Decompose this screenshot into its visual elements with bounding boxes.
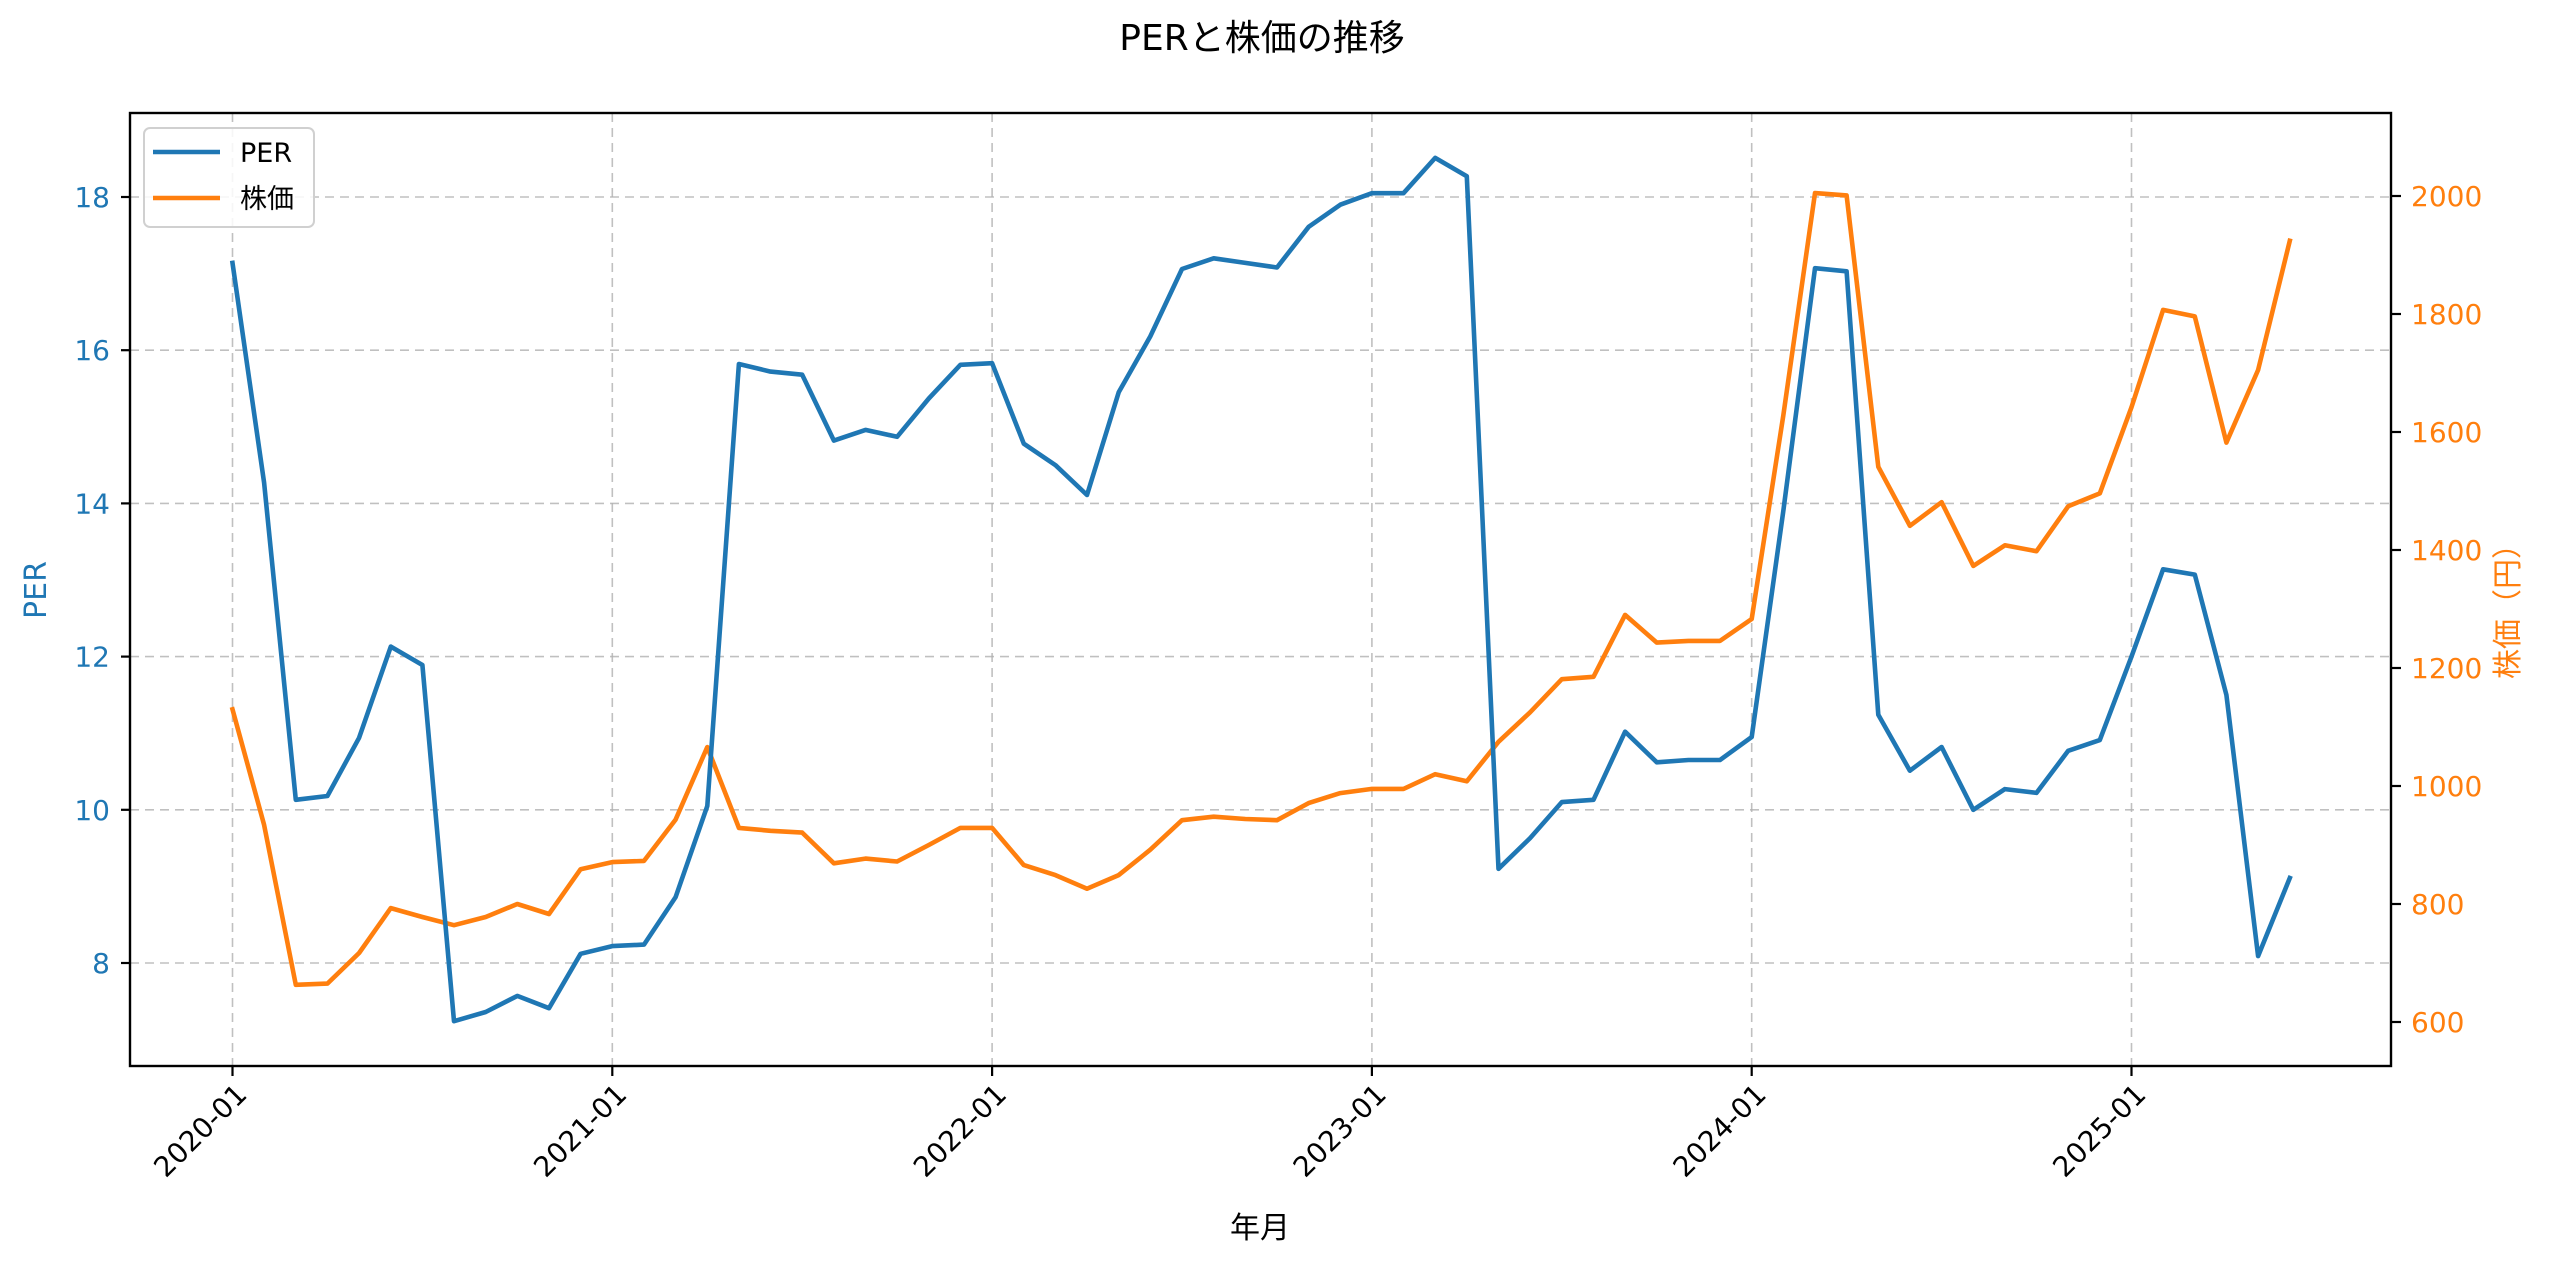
right-tick-label: 1800 — [2411, 298, 2482, 331]
x-tick-label: 2024-01 — [1667, 1078, 1773, 1184]
left-tick-label: 16 — [74, 334, 110, 367]
chart-title: PERと株価の推移 — [1119, 18, 1404, 59]
left-tick-label: 8 — [92, 947, 110, 980]
x-axis: 2020-01 2021-01 2022-01 2023-01 2024-01 2025-… — [147, 1066, 2152, 1184]
legend-label-per: PER — [240, 138, 292, 169]
right-tick-label: 1400 — [2411, 534, 2482, 567]
x-tick-label: 2023-01 — [1287, 1078, 1393, 1184]
left-tick-label: 12 — [74, 641, 110, 674]
axes-frame — [128, 111, 2393, 1068]
left-tick-label: 18 — [74, 181, 110, 214]
per-line — [229, 155, 2293, 1024]
legend: PER 株価 — [143, 127, 315, 228]
left-y-axis: 8 10 12 14 16 18 — [74, 181, 130, 980]
legend-label-price: 株価 — [240, 184, 294, 215]
left-tick-label: 10 — [74, 794, 110, 827]
x-tick-label: 2025-01 — [2046, 1078, 2152, 1184]
left-tick-label: 14 — [74, 487, 110, 520]
price-line — [229, 190, 2293, 988]
x-axis-label: 年月 — [1230, 1211, 1290, 1246]
right-tick-label: 600 — [2411, 1006, 2464, 1039]
right-tick-label: 1000 — [2411, 770, 2482, 803]
right-tick-label: 1600 — [2411, 416, 2482, 449]
right-y-axis-label: 株価（円） — [2491, 529, 2526, 679]
left-y-axis-label: PER — [19, 561, 54, 619]
right-tick-label: 2000 — [2411, 180, 2482, 213]
x-tick-label: 2020-01 — [147, 1078, 253, 1184]
x-tick-label: 2022-01 — [907, 1078, 1013, 1184]
x-tick-label: 2021-01 — [527, 1078, 633, 1184]
plot-area — [229, 155, 2293, 1024]
right-y-axis: 600 800 1000 1200 1400 1600 1800 2000 — [2391, 180, 2482, 1039]
right-tick-label: 800 — [2411, 888, 2464, 921]
right-tick-label: 1200 — [2411, 652, 2482, 685]
